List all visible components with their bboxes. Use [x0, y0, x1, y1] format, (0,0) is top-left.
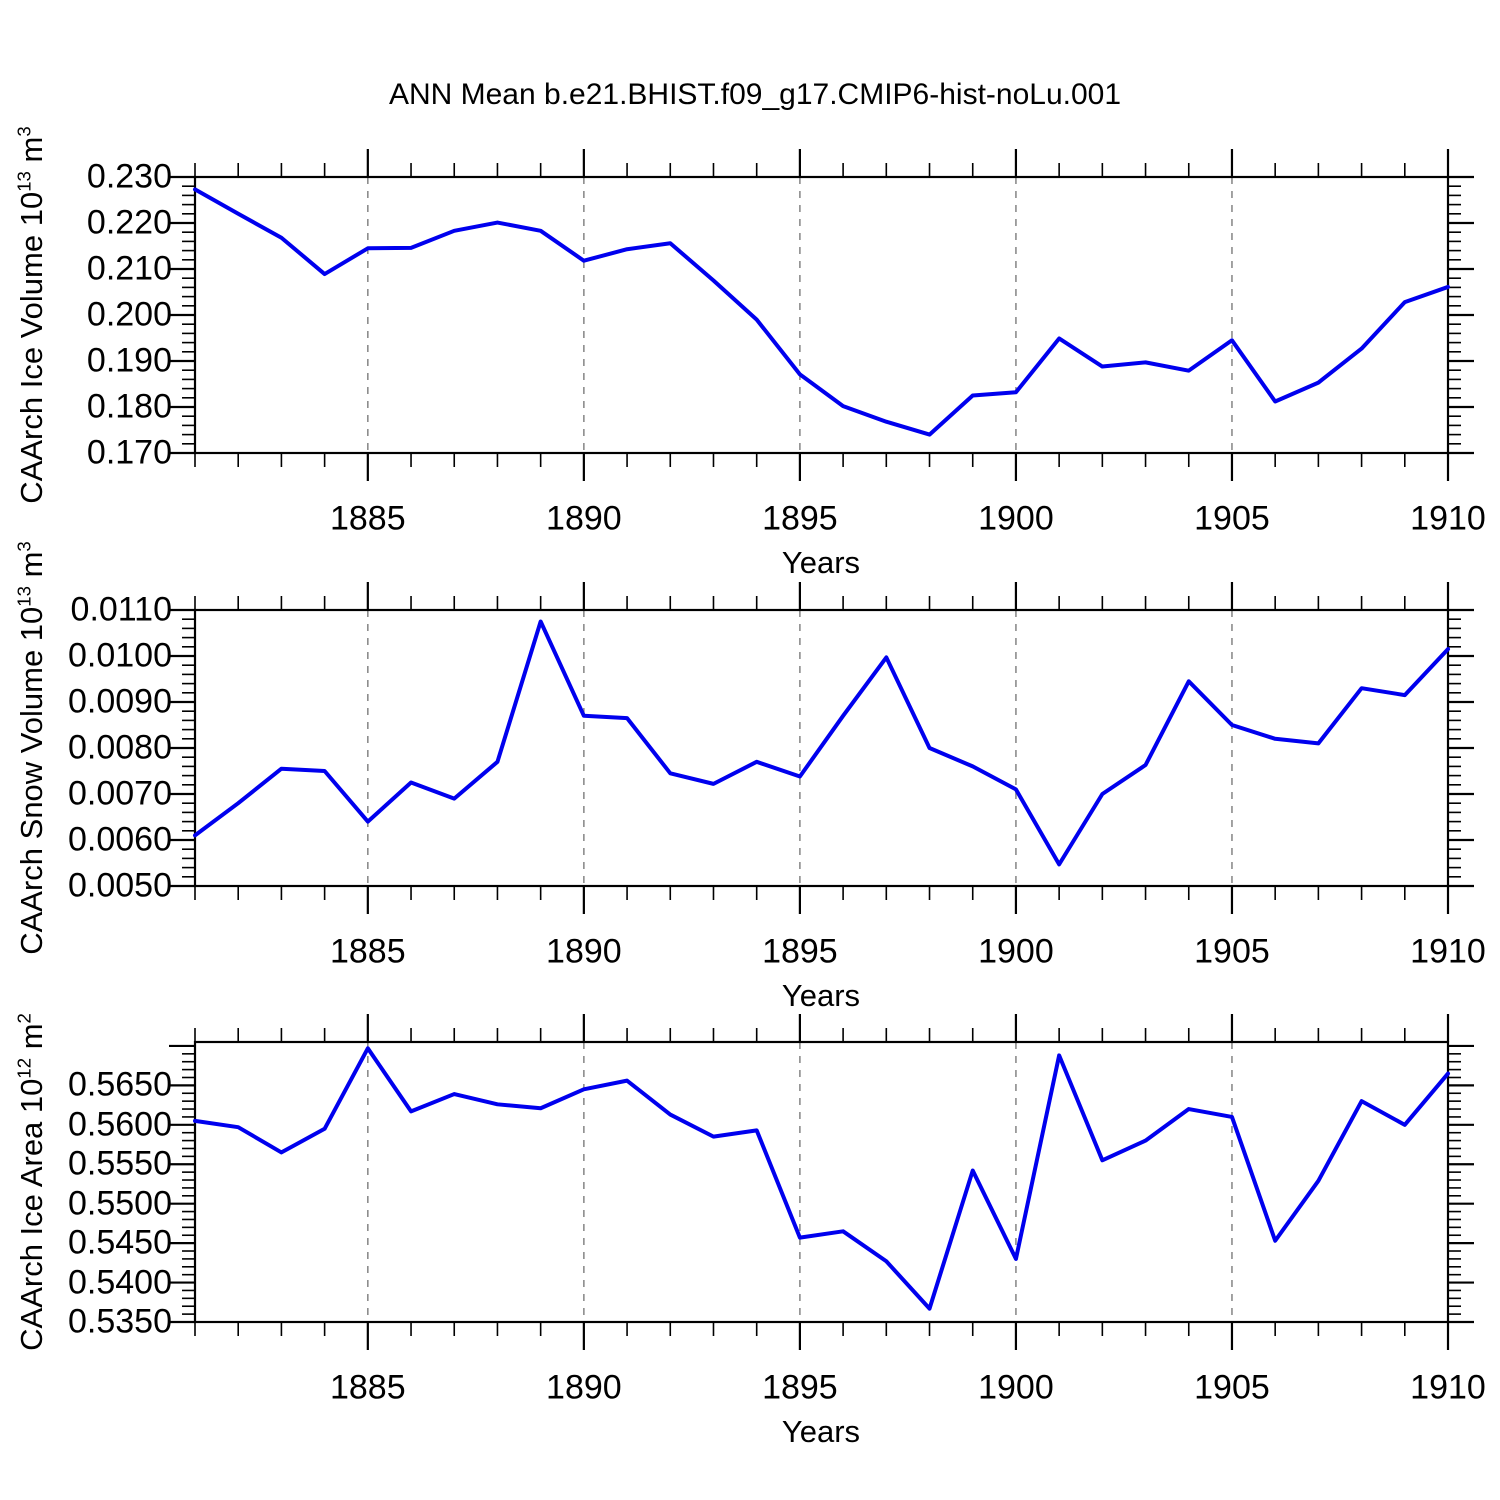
y-tick-label: 0.0060 — [68, 820, 172, 859]
x-tick-label: 1890 — [546, 932, 622, 971]
x-tick-label: 1900 — [978, 499, 1054, 538]
y-tick-label: 0.0050 — [68, 866, 172, 905]
y-tick-label: 0.0100 — [68, 636, 172, 675]
y-tick-label: 0.0070 — [68, 774, 172, 813]
unit-exponent: 3 — [13, 126, 35, 137]
x-tick-label: 1900 — [978, 1368, 1054, 1407]
y-tick-label: 0.5550 — [68, 1144, 172, 1183]
x-tick-label: 1910 — [1410, 932, 1486, 971]
plot-frame — [193, 175, 1450, 455]
y-tick-label: 0.170 — [86, 433, 172, 472]
x-tick-label: 1895 — [762, 1368, 838, 1407]
x-tick-label: 1905 — [1194, 932, 1270, 971]
x-tick-label: 1905 — [1194, 499, 1270, 538]
x-tick-label: 1910 — [1410, 499, 1486, 538]
x-axis-title-panel-3: Years — [781, 1414, 861, 1449]
x-tick-label: 1895 — [762, 932, 838, 971]
y-tick-label: 0.5400 — [68, 1263, 172, 1302]
x-tick-label: 1905 — [1194, 1368, 1270, 1407]
data-line — [193, 187, 1450, 437]
y-tick-label: 0.200 — [86, 295, 172, 334]
x-axis-title-panel-1: Years — [781, 545, 861, 580]
y-tick-label: 0.220 — [86, 203, 172, 242]
y-tick-label: 0.5500 — [68, 1184, 172, 1223]
y-tick-label: 0.180 — [86, 387, 172, 426]
y-tick-label: 0.5650 — [68, 1065, 172, 1104]
y-tick-label: 0.5450 — [68, 1223, 172, 1262]
unit-exponent: 3 — [13, 541, 35, 552]
y-tick-label: 0.190 — [86, 341, 172, 380]
data-line — [193, 619, 1450, 867]
x-axis-title-panel-2: Years — [781, 978, 861, 1013]
x-tick-label: 1900 — [978, 932, 1054, 971]
data-line — [193, 1046, 1450, 1311]
x-tick-label: 1895 — [762, 499, 838, 538]
y-tick-label: 0.0090 — [68, 682, 172, 721]
y-tick-label: 0.5350 — [68, 1302, 172, 1341]
y-tick-label: 0.0080 — [68, 728, 172, 767]
plot-frame — [193, 608, 1450, 888]
unit: m — [14, 1023, 49, 1058]
y-tick-label: 0.5600 — [68, 1105, 172, 1144]
plot-frame — [193, 1040, 1450, 1324]
x-tick-label: 1885 — [329, 932, 406, 971]
x-tick-label: 1890 — [546, 499, 622, 538]
x-tick-label: 1885 — [329, 1368, 406, 1407]
x-tick-label: 1885 — [329, 499, 406, 538]
x-tick-label: 1890 — [546, 1368, 622, 1407]
unit: m — [14, 551, 49, 587]
y-tick-label: 0.0110 — [70, 590, 172, 629]
y-tick-label: 0.230 — [86, 157, 172, 196]
unit-exponent: 2 — [13, 1013, 35, 1024]
figure-title: ANN Mean b.e21.BHIST.f09_g17.CMIP6-hist-… — [388, 78, 1122, 111]
y-tick-label: 0.210 — [86, 249, 172, 288]
x-tick-label: 1910 — [1410, 1368, 1486, 1407]
